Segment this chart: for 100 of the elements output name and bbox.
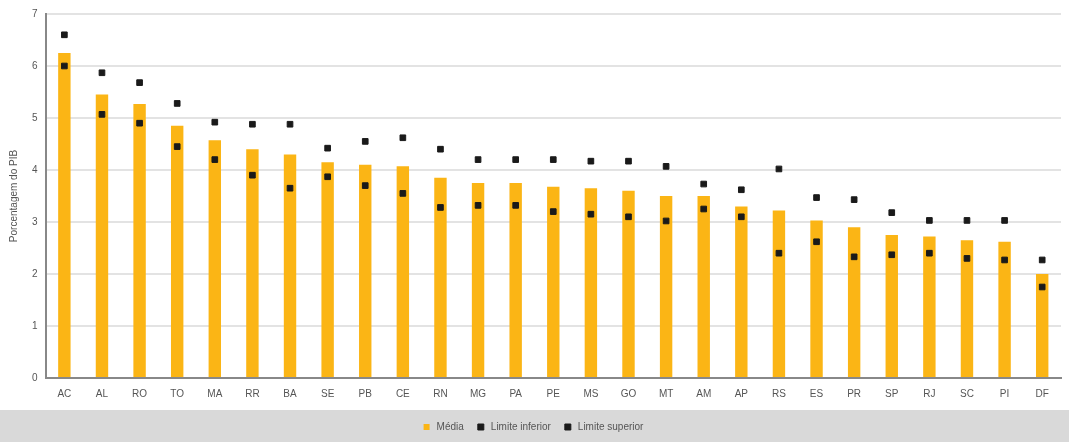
point [963,217,971,224]
x-tick-label: PA [509,387,523,399]
bar [246,149,259,377]
x-tick-label: SC [960,387,974,399]
bar [697,196,710,377]
point [587,210,595,218]
point [286,184,294,192]
bar [998,241,1011,377]
bar [396,166,410,377]
point [963,255,971,262]
point [474,156,482,163]
bar [471,183,485,377]
point [813,238,820,246]
legend-label: Limite inferior [490,420,552,432]
bar [772,210,786,377]
point [926,217,933,224]
bar [547,186,560,377]
x-tick-label: SE [320,387,335,399]
x-tick-label: RS [771,387,787,399]
x-tick-label: PR [847,387,862,399]
x-tick-label: RN [433,387,448,399]
point [625,157,632,165]
x-tick-label: AL [95,387,109,399]
point [136,119,143,127]
x-tick-label: DF [1035,387,1049,399]
x-tick-label: AC [57,387,72,399]
point [173,143,181,150]
bar [58,53,71,377]
point [587,157,595,165]
point [813,194,820,201]
bar [659,196,673,377]
point [324,144,331,152]
point [399,134,407,142]
point [775,249,783,257]
point [662,217,670,225]
point [625,213,632,221]
point [211,118,219,126]
point [61,62,68,70]
point [850,196,858,203]
bar [923,236,936,377]
x-tick-label: GO [620,387,637,399]
bar [735,206,748,377]
point [61,31,68,39]
point [549,156,557,163]
legend-label: Limite superior [577,420,645,432]
x-tick-label: ES [809,387,824,399]
point [361,138,369,145]
point [98,111,106,118]
point [211,156,219,163]
point [286,120,294,128]
point [738,213,745,221]
point [1001,217,1008,224]
point [700,205,708,213]
x-tick-label: MS [583,387,599,399]
point [474,202,482,209]
point [512,202,519,209]
x-tick-label: MA [207,387,223,399]
point [173,100,181,107]
bar [509,183,522,377]
point [850,253,858,261]
point [249,120,256,128]
point [1038,256,1046,264]
x-tick-label: RR [245,387,260,399]
x-tick-label: SP [885,387,899,399]
point [512,156,519,163]
point [700,180,708,188]
x-tick-label: MT [658,387,674,399]
x-tick-label: PI [999,387,1010,399]
point [888,251,896,259]
point [361,182,369,189]
y-tick-label: 4 [32,163,38,175]
bar [283,154,297,377]
point [888,209,896,216]
y-tick-label: 0 [32,371,38,383]
point [1038,283,1046,291]
bar [434,177,447,377]
bar [133,103,146,377]
point [437,145,444,153]
y-axis-title: Porcentagem do PIB [7,149,19,243]
y-tick-label: 1 [32,319,38,331]
point [1001,256,1008,264]
point [662,163,670,170]
bar [208,140,222,377]
x-tick-label: AP [734,387,749,399]
point [98,69,106,77]
x-tick-label: PE [546,387,561,399]
y-tick-label: 3 [32,215,38,227]
bar [622,190,635,377]
x-tick-label: CE [395,387,411,399]
point [249,171,256,179]
bar [95,94,109,377]
bar [359,164,372,377]
point [926,249,933,257]
point [775,165,783,173]
bar [584,188,598,377]
x-tick-label: MG [470,387,487,399]
x-tick-label: PB [358,387,373,399]
x-tick-label: TO [170,387,185,399]
bar [170,125,184,377]
point [738,186,745,194]
